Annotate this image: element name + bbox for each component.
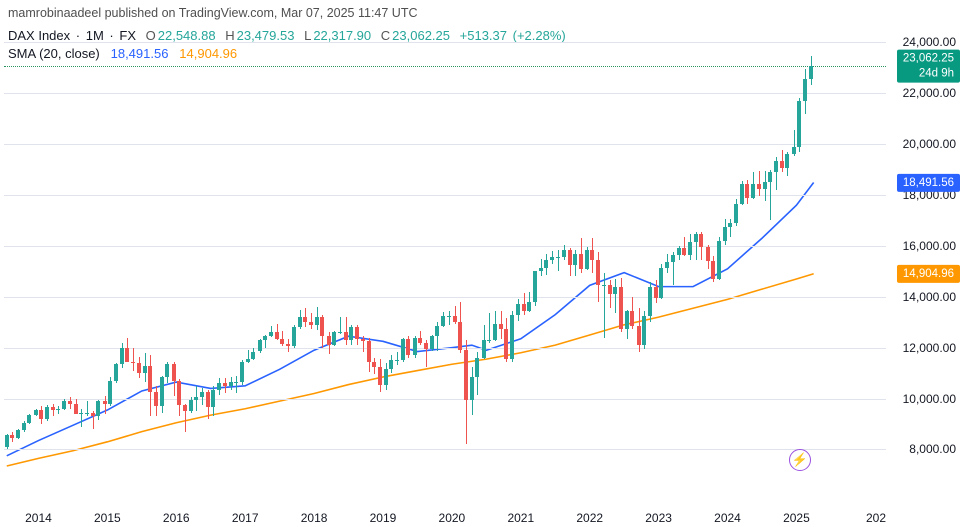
x-tick: 2017 — [232, 511, 259, 525]
x-tick: 2025 — [783, 511, 810, 525]
y-tick: 12,000.00 — [903, 341, 956, 355]
x-tick: 2023 — [645, 511, 672, 525]
x-tick: 2014 — [25, 511, 52, 525]
x-tick: 2022 — [576, 511, 603, 525]
x-tick: 2015 — [94, 511, 121, 525]
y-tick: 10,000.00 — [903, 392, 956, 406]
y-tick: 16,000.00 — [903, 239, 956, 253]
x-tick: 2021 — [507, 511, 534, 525]
y-tick: 14,000.00 — [903, 290, 956, 304]
price-tag: 14,904.96 — [897, 265, 960, 283]
flash-icon[interactable]: ⚡ — [789, 449, 811, 471]
x-tick: 2020 — [439, 511, 466, 525]
x-tick: 2016 — [163, 511, 190, 525]
price-tag: 23,062.2524d 9h — [897, 50, 960, 83]
y-tick: 8,000.00 — [909, 442, 956, 456]
publish-header: mamrobinaadeel published on TradingView.… — [8, 6, 418, 20]
y-axis: 8,000.00 10,000.00 12,000.00 14,000.00 16,00… — [886, 22, 960, 502]
y-tick: 20,000.00 — [903, 137, 956, 151]
x-tick: 2019 — [370, 511, 397, 525]
x-tick: 2024 — [714, 511, 741, 525]
y-tick: 22,000.00 — [903, 86, 956, 100]
x-axis: 2014 2015 2016 2017 2018 2019 2020 2021 2022 2023… — [4, 507, 886, 527]
y-tick: 24,000.00 — [903, 35, 956, 49]
price-chart[interactable]: ⚡ — [4, 22, 886, 502]
price-tag: 18,491.56 — [897, 173, 960, 191]
x-tick: 2018 — [301, 511, 328, 525]
